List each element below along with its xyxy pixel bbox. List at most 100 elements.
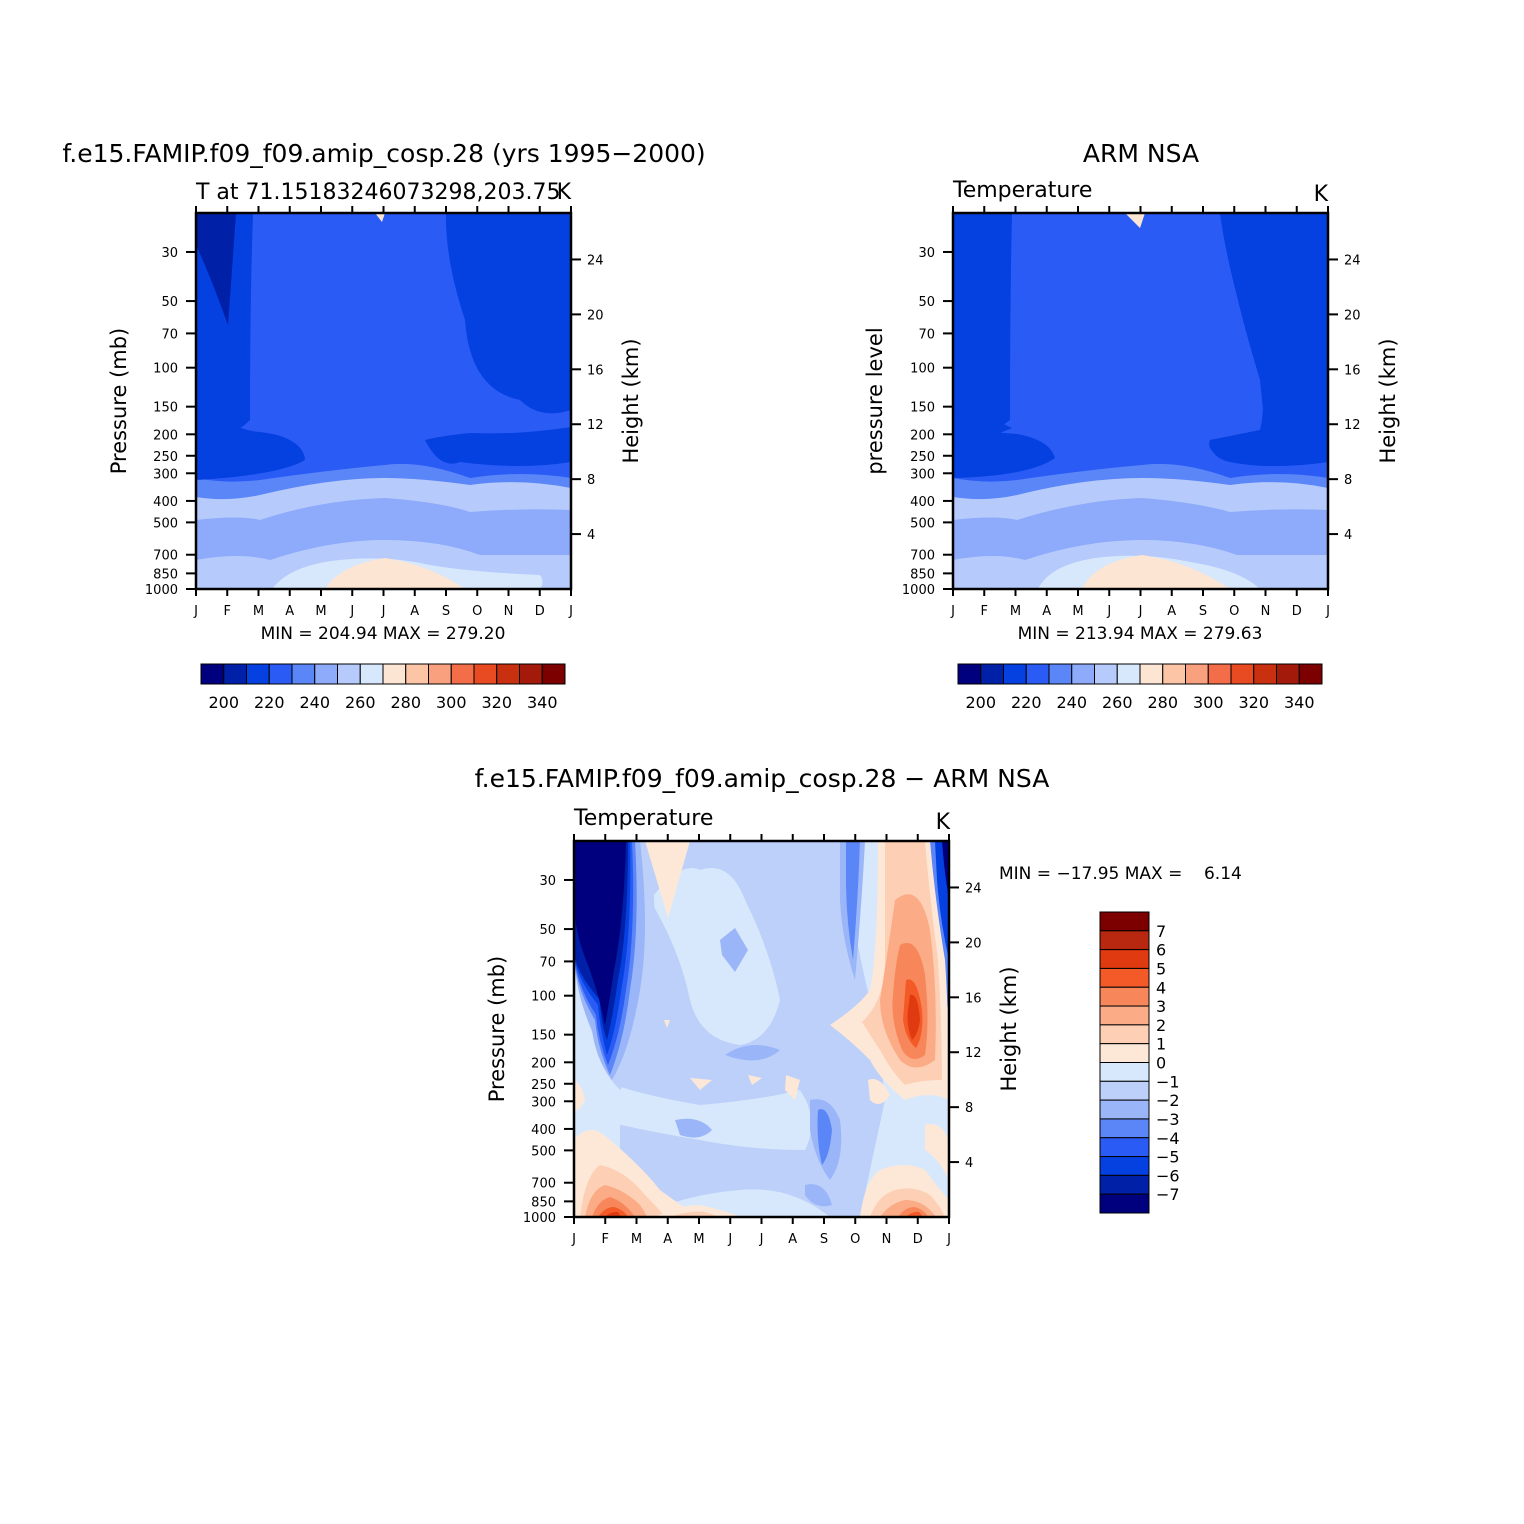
- y2-tick-label: 4: [1344, 528, 1352, 543]
- panel-diff-y2label: Height (km): [997, 966, 1021, 1091]
- colorbar-swatch: [1185, 663, 1209, 685]
- x-tick-label: A: [1042, 604, 1051, 619]
- x-tick-label: N: [882, 1232, 892, 1247]
- x-tick-label: M: [1072, 604, 1083, 619]
- colorbar-swatch: [200, 663, 225, 685]
- colorbar-swatch: [1099, 986, 1150, 1007]
- y-tick-label: 300: [910, 467, 935, 482]
- y-tick-label: 250: [531, 1078, 556, 1093]
- x-tick-label: N: [504, 604, 514, 619]
- colorbar-label: 340: [1284, 693, 1315, 712]
- colorbar-label: 2: [1156, 1016, 1166, 1035]
- x-tick-label: M: [253, 604, 264, 619]
- x-tick-label: O: [850, 1232, 860, 1247]
- panel-model-field: [196, 213, 571, 589]
- x-tick-label: F: [602, 1232, 609, 1247]
- y-tick-label: 150: [910, 401, 935, 416]
- colorbar-label: 7: [1156, 922, 1166, 941]
- colorbar-swatch: [405, 663, 429, 685]
- colorbar-swatch: [1099, 1099, 1150, 1120]
- colorbar-label: 3: [1156, 997, 1166, 1016]
- colorbar-swatch: [337, 663, 361, 685]
- colorbar-swatch: [428, 663, 452, 685]
- y-tick-label: 70: [161, 327, 178, 342]
- colorbar-swatch: [1099, 967, 1150, 988]
- colorbar-swatch: [1207, 663, 1232, 685]
- panel-diff-field: [574, 841, 949, 1217]
- x-tick-label: J: [1325, 604, 1330, 619]
- y-tick-label: 850: [910, 567, 935, 582]
- panel-model-axes: J F M A M J J A S O N D J 30 50 70 100 150 200 250 300 400 500…: [145, 206, 604, 619]
- y-tick-label: 70: [539, 955, 556, 970]
- y2-tick-label: 8: [587, 473, 595, 488]
- panel-diff-stats: MIN = −17.95 MAX = 6.14: [999, 864, 1242, 884]
- colorbar-label: −2: [1156, 1091, 1180, 1110]
- colorbar-label: 240: [1056, 693, 1087, 712]
- colorbar-swatch: [1094, 663, 1118, 685]
- y2-tick-label: 12: [965, 1046, 982, 1061]
- colorbar-swatch: [473, 663, 498, 685]
- colorbar-swatch: [1253, 663, 1277, 685]
- y2-tick-label: 20: [965, 936, 982, 951]
- colorbar-swatch: [1139, 663, 1164, 685]
- panel-diff-axes: J F M A M J J A S O N D J 30 50 70 100 150 200 250 300 400 500…: [523, 834, 982, 1247]
- panel-obs-field: [953, 213, 1328, 589]
- colorbar-swatch: [1099, 1005, 1150, 1026]
- x-tick-label: J: [568, 604, 573, 619]
- panel-model-y2label: Height (km): [619, 338, 643, 463]
- colorbar-swatch: [519, 663, 543, 685]
- colorbar-label: 320: [1238, 693, 1269, 712]
- y-tick-label: 1000: [145, 583, 178, 598]
- x-tick-label: D: [913, 1232, 923, 1247]
- y-tick-label: 1000: [523, 1211, 556, 1226]
- x-tick-label: A: [788, 1232, 797, 1247]
- x-tick-label: N: [1261, 604, 1271, 619]
- panel-diff-subtitle: Temperature: [573, 806, 713, 831]
- x-tick-label: A: [285, 604, 294, 619]
- y-tick-label: 300: [531, 1095, 556, 1110]
- panel-diff-units: K: [936, 810, 951, 835]
- colorbar-swatch: [268, 663, 293, 685]
- y2-tick-label: 8: [965, 1101, 973, 1116]
- colorbar-label: 220: [1011, 693, 1042, 712]
- x-tick-label: A: [410, 604, 419, 619]
- colorbar-swatch: [291, 663, 316, 685]
- panel-obs-title: ARM NSA: [1083, 139, 1199, 168]
- panel-obs: ARM NSA Temperature K J F M A M J J A S O N D J 30 50 7…: [863, 139, 1400, 644]
- y2-tick-label: 24: [965, 881, 982, 896]
- panel-diff-ylabel: Pressure (mb): [485, 956, 509, 1103]
- y-tick-label: 50: [539, 923, 556, 938]
- panel-obs-units: K: [1314, 182, 1329, 207]
- y2-tick-label: 12: [587, 418, 604, 433]
- y2-tick-label: 16: [1344, 363, 1361, 378]
- y2-tick-label: 20: [587, 308, 604, 323]
- y-tick-label: 70: [918, 327, 935, 342]
- x-tick-label: J: [950, 604, 955, 619]
- panel-model-ylabel: Pressure (mb): [107, 328, 131, 475]
- colorbar-swatch: [314, 663, 338, 685]
- y-tick-label: 200: [153, 428, 178, 443]
- colorbar-label: 1: [1156, 1035, 1166, 1054]
- panel-diff: f.e15.FAMIP.f09_f09.amip_cosp.28 − ARM N…: [475, 764, 1242, 1247]
- y-tick-label: 500: [910, 516, 935, 531]
- x-tick-label: J: [727, 1232, 732, 1247]
- y-tick-label: 150: [153, 401, 178, 416]
- colorbar-swatch: [1099, 1137, 1150, 1158]
- colorbar-label: −6: [1156, 1166, 1180, 1185]
- panel-obs-axes: J F M A M J J A S O N D J 30 50 70 100 150 200 250 300 400 500…: [902, 206, 1361, 619]
- colorbar-swatch: [957, 663, 982, 685]
- panel-obs-ylabel: pressure level: [863, 327, 887, 474]
- colorbar-label: −1: [1156, 1072, 1180, 1091]
- y-tick-label: 700: [531, 1177, 556, 1192]
- y2-tick-label: 4: [965, 1156, 973, 1171]
- y2-tick-label: 4: [587, 528, 595, 543]
- x-tick-label: D: [535, 604, 545, 619]
- colorbar-swatch: [1099, 1043, 1150, 1063]
- colorbar-label: 6: [1156, 941, 1166, 960]
- colorbar-label: 0: [1156, 1054, 1166, 1073]
- y-tick-label: 850: [153, 567, 178, 582]
- colorbar-label: 4: [1156, 978, 1166, 997]
- y-tick-label: 250: [153, 450, 178, 465]
